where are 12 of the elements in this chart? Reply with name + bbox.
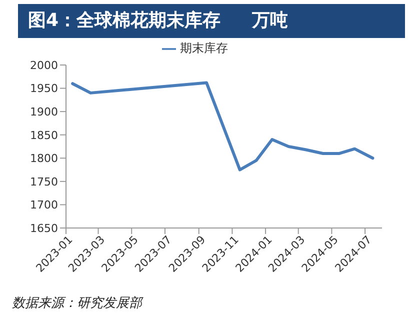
- y-tick-label: 2000: [30, 58, 58, 72]
- y-tick-label: 1700: [30, 198, 58, 212]
- y-tick-label: 1800: [30, 152, 58, 166]
- legend-label: 期末库存: [180, 41, 228, 55]
- y-tick-label: 1650: [30, 222, 58, 235]
- line-series: [71, 81, 374, 172]
- chart-title: 图4：全球棉花期末库存 万吨: [18, 4, 405, 38]
- y-tick-label: 1950: [30, 82, 58, 96]
- y-tick-label: 1750: [30, 175, 58, 188]
- source-note: 数据来源：研究发展部: [12, 295, 142, 312]
- y-tick-label: 1850: [30, 128, 58, 142]
- y-tick-label: 1900: [30, 105, 58, 118]
